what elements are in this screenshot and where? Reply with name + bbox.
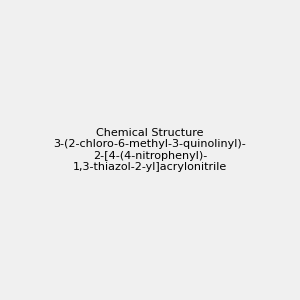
Text: Chemical Structure
3-(2-chloro-6-methyl-3-quinolinyl)-
2-[4-(4-nitrophenyl)-
1,3: Chemical Structure 3-(2-chloro-6-methyl-…	[54, 128, 246, 172]
